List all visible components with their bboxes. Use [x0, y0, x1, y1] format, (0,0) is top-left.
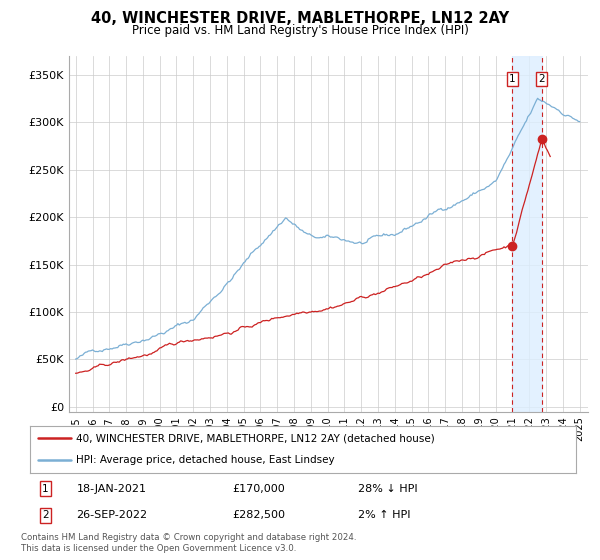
Text: 28% ↓ HPI: 28% ↓ HPI — [358, 484, 417, 494]
Text: 1: 1 — [509, 74, 516, 84]
Text: HPI: Average price, detached house, East Lindsey: HPI: Average price, detached house, East… — [76, 455, 335, 465]
Text: Price paid vs. HM Land Registry's House Price Index (HPI): Price paid vs. HM Land Registry's House … — [131, 24, 469, 36]
Text: £170,000: £170,000 — [232, 484, 285, 494]
Text: 2% ↑ HPI: 2% ↑ HPI — [358, 510, 410, 520]
Text: 1: 1 — [42, 484, 49, 494]
Text: 2: 2 — [42, 510, 49, 520]
Text: 18-JAN-2021: 18-JAN-2021 — [76, 484, 146, 494]
Text: £282,500: £282,500 — [232, 510, 285, 520]
Text: 40, WINCHESTER DRIVE, MABLETHORPE, LN12 2AY (detached house): 40, WINCHESTER DRIVE, MABLETHORPE, LN12 … — [76, 433, 435, 444]
Text: 40, WINCHESTER DRIVE, MABLETHORPE, LN12 2AY: 40, WINCHESTER DRIVE, MABLETHORPE, LN12 … — [91, 11, 509, 26]
Bar — [512, 56, 542, 412]
Text: 2: 2 — [538, 74, 545, 84]
Text: 26-SEP-2022: 26-SEP-2022 — [76, 510, 148, 520]
Text: Contains HM Land Registry data © Crown copyright and database right 2024.
This d: Contains HM Land Registry data © Crown c… — [21, 533, 356, 553]
